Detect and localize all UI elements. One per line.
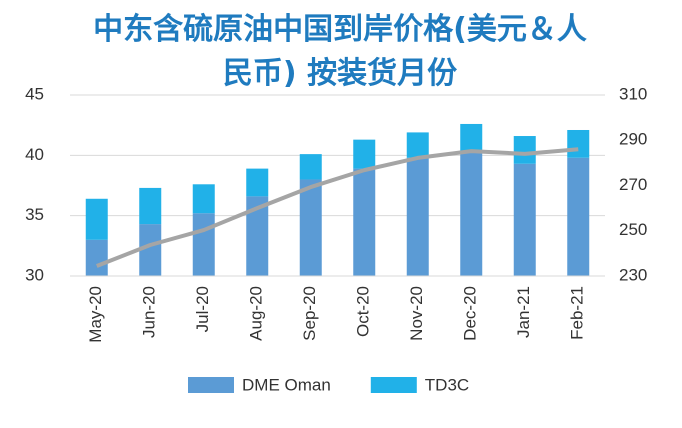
bar-segment: [406, 157, 429, 276]
y-tick-label: 40: [25, 145, 44, 164]
bar-segment: [460, 151, 483, 276]
x-tick-label: Aug-20: [247, 286, 266, 341]
x-tick-label: Sep-20: [300, 286, 319, 341]
bar-segment: [513, 136, 536, 164]
bar-segment: [246, 168, 269, 197]
bar-segment: [85, 239, 108, 276]
y-tick-label: 45: [25, 84, 44, 103]
y2-tick-label: 230: [619, 265, 647, 284]
bar-segment: [353, 139, 376, 169]
bar-segment: [85, 198, 108, 240]
y2-tick-label: 250: [619, 220, 647, 239]
x-tick-label: Oct-20: [354, 286, 373, 337]
y-tick-label: 30: [25, 265, 44, 284]
y2-tick-label: 310: [619, 84, 647, 103]
bar-segment: [567, 129, 590, 158]
bar-segment: [567, 157, 590, 276]
y-tick-label: 35: [25, 205, 44, 224]
bar-segment: [406, 132, 429, 158]
chart-title: 中东含硫原油中国到岸价格(美元＆人民币) 按装货月份: [93, 12, 587, 91]
line-series: [96, 147, 579, 268]
x-tick-label: Feb-21: [568, 286, 587, 340]
bar-segment: [192, 184, 215, 214]
bar-segment: [139, 187, 162, 225]
x-tick-label: Jan-21: [514, 286, 533, 338]
bar-segment: [353, 168, 376, 276]
bar-segment: [299, 154, 322, 180]
y2-tick-label: 270: [619, 175, 647, 194]
bar-segment: [139, 224, 162, 276]
x-tick-label: Jul-20: [193, 286, 212, 332]
bar-segment: [460, 123, 483, 152]
x-tick-label: Jun-20: [140, 286, 159, 338]
legend-label: TD3C: [425, 375, 469, 394]
y2-tick-label: 290: [619, 130, 647, 149]
x-tick-label: May-20: [86, 286, 105, 343]
bar-segment: [299, 179, 322, 276]
x-tick-label: Nov-20: [407, 286, 426, 341]
legend-swatch: [188, 377, 234, 393]
bar-segment: [246, 196, 269, 276]
legend-label: DME Oman: [242, 375, 331, 394]
bar-segment: [192, 213, 215, 276]
x-tick-label: Dec-20: [461, 286, 480, 341]
bar-segment: [513, 163, 536, 276]
legend-swatch: [370, 377, 417, 393]
